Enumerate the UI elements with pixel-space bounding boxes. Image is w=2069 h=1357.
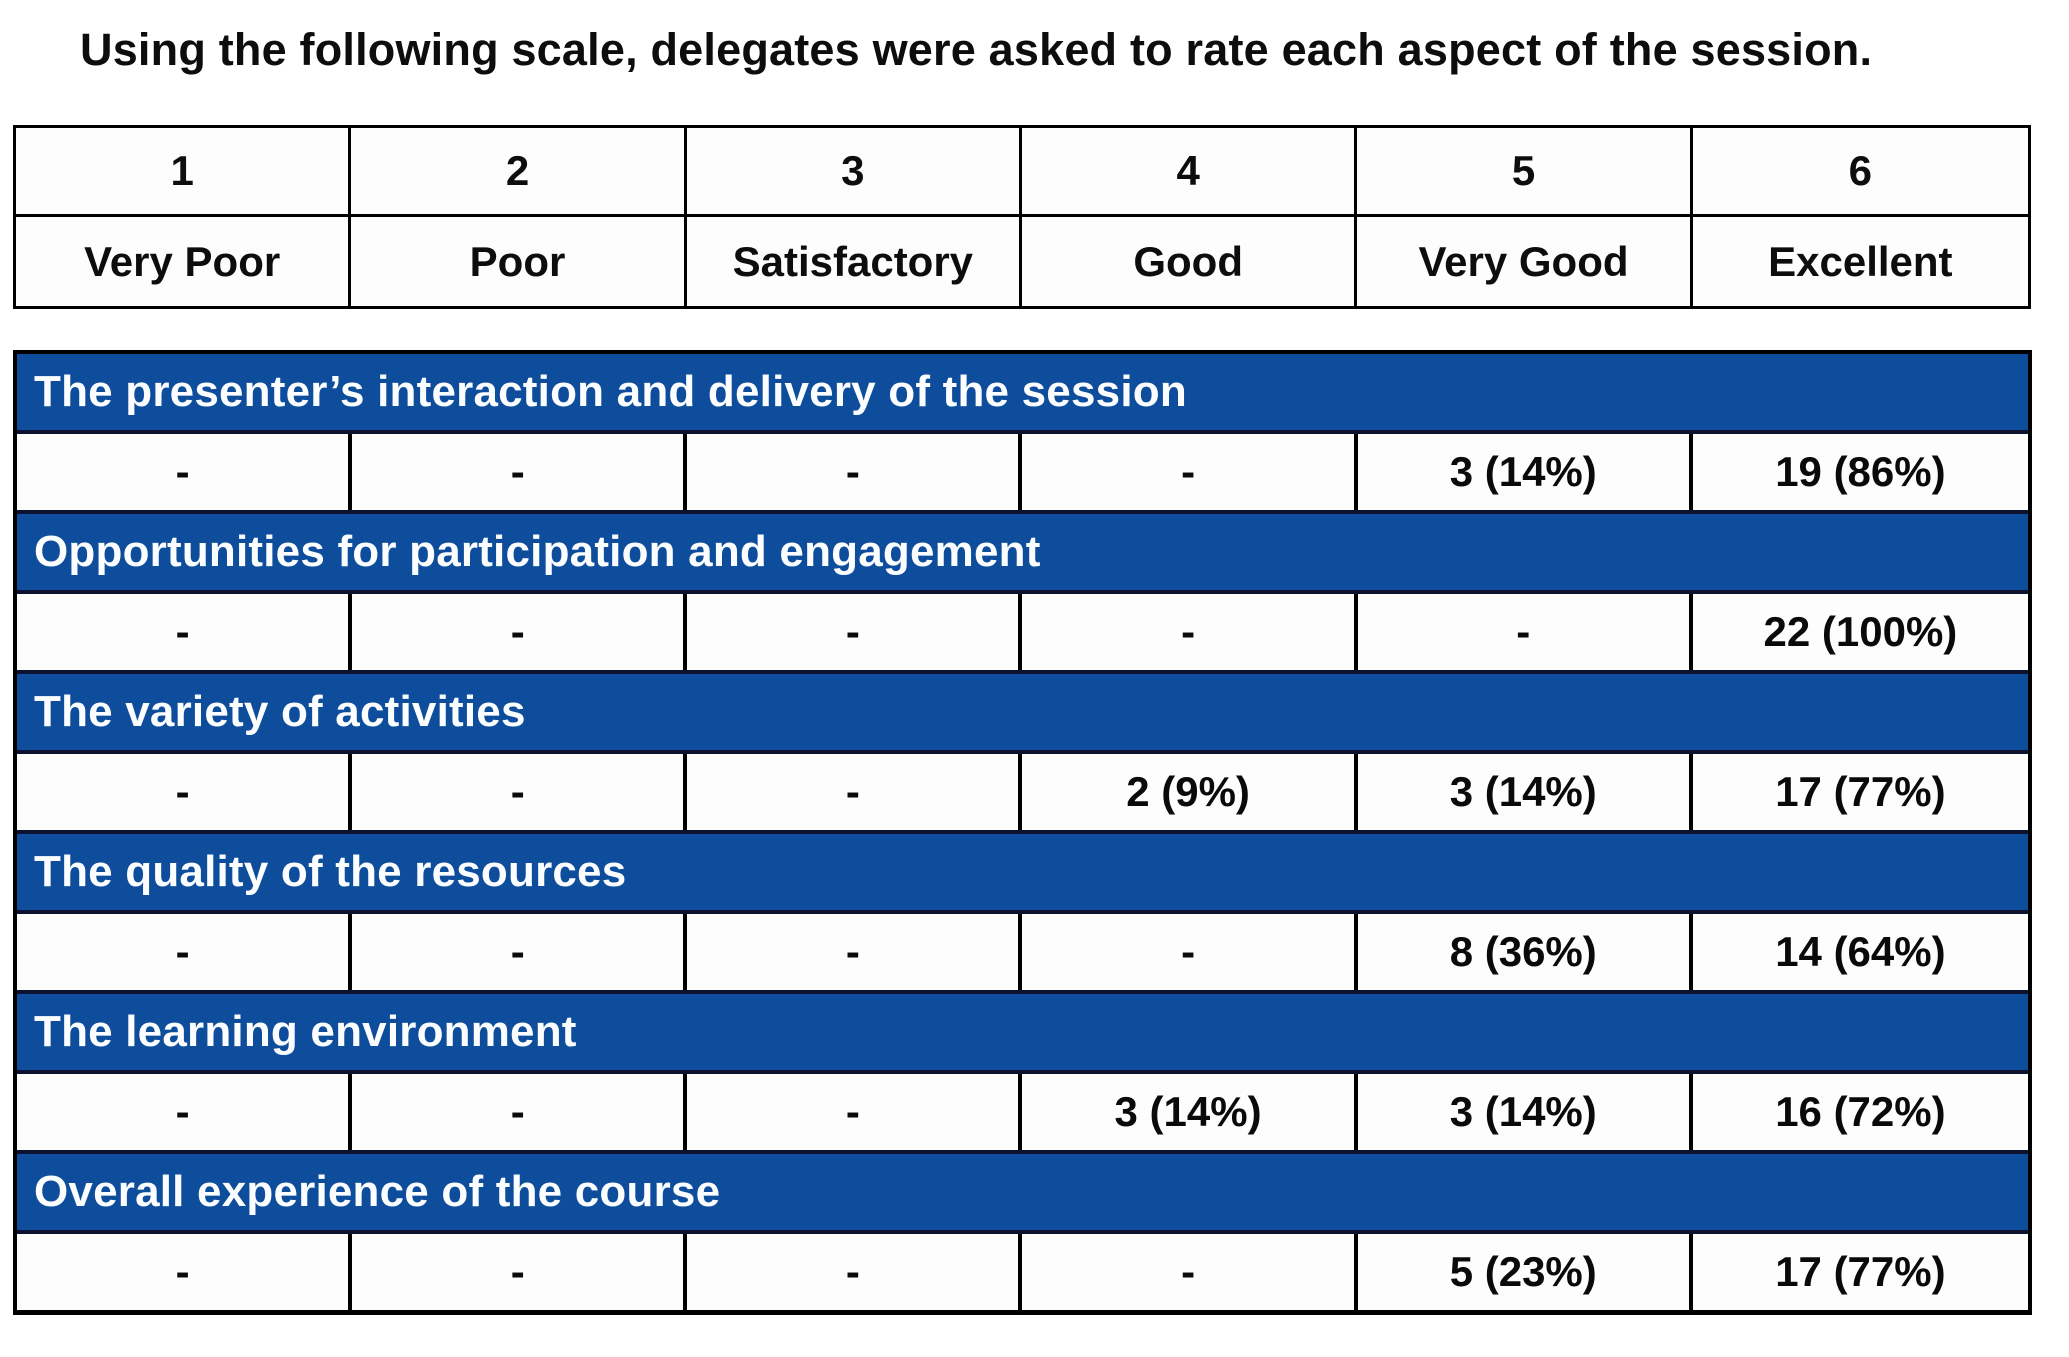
rating-cell: - [687,1234,1023,1310]
rating-cell: 2 (9%) [1022,754,1358,830]
scale-label: Very Good [1357,217,1693,306]
rating-cell: - [352,434,688,510]
aspect-header: The variety of activities [17,674,2028,754]
rating-cell: 16 (72%) [1692,1074,2028,1150]
rating-cell: 3 (14%) [1357,434,1693,510]
rating-cell: - [687,914,1023,990]
scale-key-table: 1 2 3 4 5 6 Very Poor Poor Satisfactory … [13,125,2031,309]
ratings-table: The presenter’s interaction and delivery… [13,350,2032,1315]
scale-label: Poor [351,217,687,306]
rating-cell: - [1022,434,1358,510]
scale-value: 6 [1692,128,2028,217]
rating-cell: - [17,1074,353,1150]
rating-cell: - [352,914,688,990]
rating-cell: 5 (23%) [1357,1234,1693,1310]
rating-cell: - [687,594,1023,670]
scale-label: Good [1022,217,1358,306]
rating-cell: - [687,434,1023,510]
rating-cell: 8 (36%) [1357,914,1693,990]
rating-cell: - [1022,1234,1358,1310]
rating-cell: - [17,914,353,990]
aspect-header: Overall experience of the course [17,1154,2028,1234]
rating-cell: - [17,754,353,830]
aspect-row: - - - - 5 (23%) 17 (77%) [17,1234,2028,1310]
rating-cell: - [17,594,353,670]
aspect-header: The presenter’s interaction and delivery… [17,354,2028,434]
rating-cell: - [352,754,688,830]
rating-cell: - [1022,594,1358,670]
rating-cell: - [17,434,353,510]
scale-value: 1 [16,128,352,217]
rating-cell: 3 (14%) [1357,1074,1693,1150]
scale-value: 2 [351,128,687,217]
page-title: Using the following scale, delegates wer… [80,24,1873,75]
scale-value: 5 [1357,128,1693,217]
rating-cell: - [352,594,688,670]
aspect-row: - - - - 3 (14%) 19 (86%) [17,434,2028,514]
scale-label: Satisfactory [686,217,1022,306]
rating-cell: 14 (64%) [1692,914,2028,990]
scale-value: 3 [686,128,1022,217]
rating-cell: - [687,754,1023,830]
rating-cell: 3 (14%) [1022,1074,1358,1150]
rating-cell: - [352,1074,688,1150]
aspect-row: - - - - - 22 (100%) [17,594,2028,674]
aspect-row: - - - 2 (9%) 3 (14%) 17 (77%) [17,754,2028,834]
aspect-header: The quality of the resources [17,834,2028,914]
aspect-header: Opportunities for participation and enga… [17,514,2028,594]
rating-cell: 17 (77%) [1692,754,2028,830]
rating-cell: - [17,1234,353,1310]
scale-value: 4 [1022,128,1358,217]
rating-cell: 22 (100%) [1692,594,2028,670]
rating-cell: - [687,1074,1023,1150]
rating-cell: 3 (14%) [1357,754,1693,830]
aspect-row: - - - 3 (14%) 3 (14%) 16 (72%) [17,1074,2028,1154]
scale-label: Excellent [1692,217,2028,306]
rating-cell: 17 (77%) [1692,1234,2028,1310]
aspect-header: The learning environment [17,994,2028,1074]
rating-cell: - [1022,914,1358,990]
rating-cell: - [1357,594,1693,670]
scale-label: Very Poor [16,217,352,306]
rating-cell: 19 (86%) [1692,434,2028,510]
rating-cell: - [352,1234,688,1310]
aspect-row: - - - - 8 (36%) 14 (64%) [17,914,2028,994]
